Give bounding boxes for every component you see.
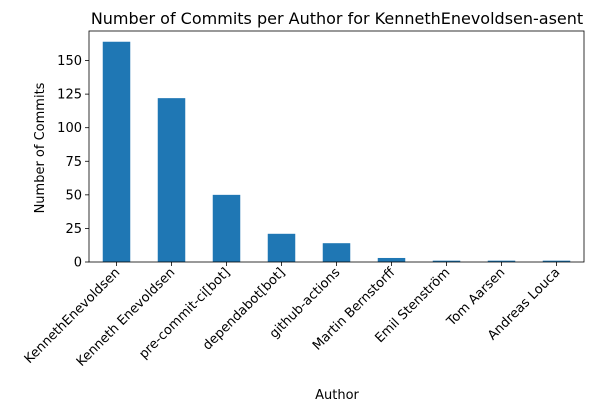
bar	[542, 260, 571, 262]
y-tick-label: 0	[74, 256, 82, 271]
x-tick-label: Kenneth Enevoldsen	[74, 265, 179, 370]
bar	[432, 260, 461, 262]
y-axis-label: Number of Commits	[33, 82, 48, 213]
bar	[267, 233, 296, 262]
x-tick-label: KennethEnevoldsen	[22, 265, 124, 367]
chart-title: Number of Commits per Author for Kenneth…	[91, 9, 583, 28]
bar	[102, 41, 131, 262]
y-tick-label: 125	[57, 88, 82, 103]
bar	[487, 260, 516, 262]
bar	[322, 243, 351, 262]
y-tick-label: 100	[57, 121, 82, 136]
x-axis-label: Author	[315, 388, 359, 403]
bar	[212, 194, 241, 262]
bar	[157, 98, 186, 263]
y-tick-label: 150	[57, 54, 82, 69]
y-tick-label: 75	[65, 155, 82, 170]
x-tick-label: pre-commit-ci[bot]	[136, 265, 233, 362]
bar	[377, 257, 406, 262]
plot-area: 0 25 50 75 100 125 150 KennethEnevoldsenKenneth…	[22, 30, 585, 370]
y-tick-label: 25	[65, 222, 82, 237]
y-tick-label: 50	[65, 188, 82, 203]
plot-frame	[88, 30, 585, 263]
